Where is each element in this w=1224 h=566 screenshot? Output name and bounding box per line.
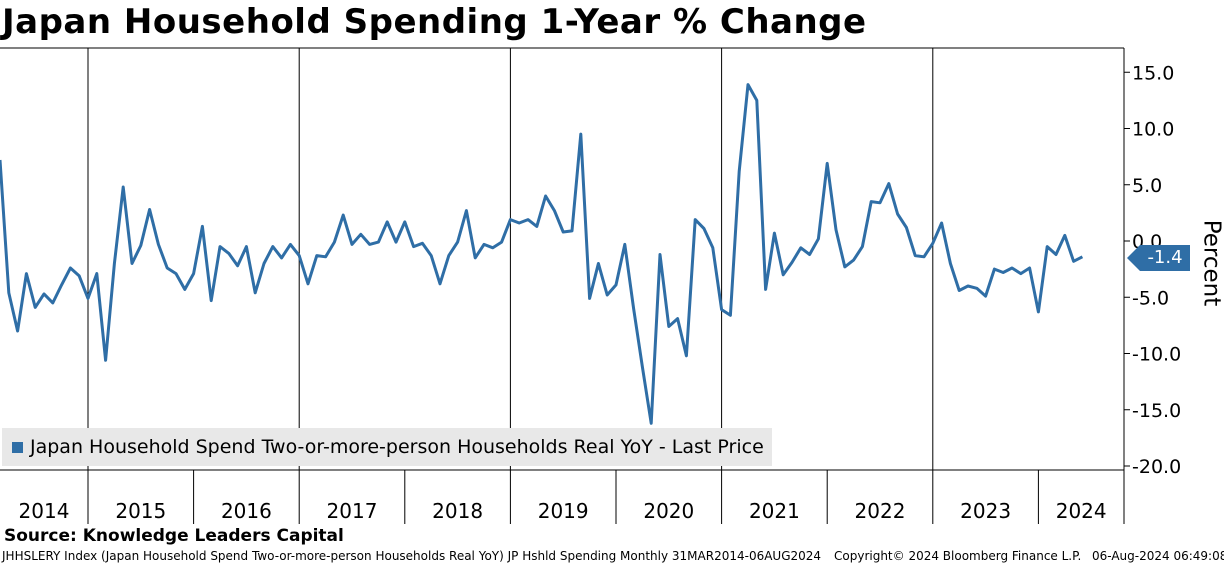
footer-ticker: JHHSLERY Index (Japan Household Spend Tw… xyxy=(2,549,822,563)
last-value-arrow xyxy=(1127,245,1140,271)
year-label-2014: 2014 xyxy=(19,499,70,523)
y-tick-label: 10.0 xyxy=(1132,119,1174,141)
legend-swatch xyxy=(12,442,23,453)
year-label-2015: 2015 xyxy=(115,499,166,523)
y-tick-label: 5.0 xyxy=(1132,175,1162,197)
year-label-2024: 2024 xyxy=(1056,499,1107,523)
y-tick-label: 15.0 xyxy=(1132,62,1174,84)
source-note: Source: Knowledge Leaders Capital xyxy=(4,526,344,546)
year-label-2018: 2018 xyxy=(432,499,483,523)
year-label-2020: 2020 xyxy=(643,499,694,523)
legend-label: Japan Household Spend Two-or-more-person… xyxy=(30,436,764,458)
footer-timestamp: 06-Aug-2024 06:49:08 xyxy=(1092,549,1224,563)
y-axis-label: Percent xyxy=(1198,219,1224,307)
year-label-2021: 2021 xyxy=(749,499,800,523)
year-label-2016: 2016 xyxy=(221,499,272,523)
y-tick-label: -5.0 xyxy=(1132,287,1169,309)
year-label-2017: 2017 xyxy=(327,499,378,523)
y-tick-label: -20.0 xyxy=(1132,456,1181,478)
year-label-2022: 2022 xyxy=(855,499,906,523)
y-tick-label: -15.0 xyxy=(1132,400,1181,422)
series-line xyxy=(0,83,1084,425)
chart-title: Japan Household Spending 1-Year % Change xyxy=(2,2,867,42)
year-label-2023: 2023 xyxy=(960,499,1011,523)
last-value-badge: -1.4 xyxy=(1140,245,1190,271)
year-label-2019: 2019 xyxy=(538,499,589,523)
legend: Japan Household Spend Two-or-more-person… xyxy=(2,428,772,466)
y-tick-label: -10.0 xyxy=(1132,344,1181,366)
footer-copyright: Copyright© 2024 Bloomberg Finance L.P. xyxy=(834,549,1082,563)
